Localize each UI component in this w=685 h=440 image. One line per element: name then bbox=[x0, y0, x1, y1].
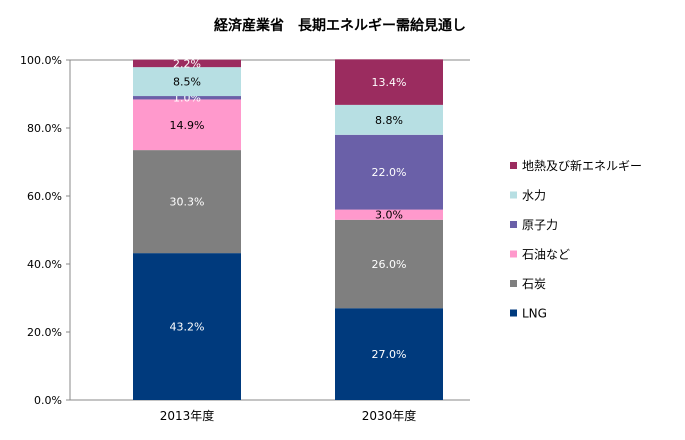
bar-segment bbox=[133, 150, 241, 254]
legend-label: 水力 bbox=[522, 189, 546, 203]
data-label: 43.2% bbox=[170, 321, 205, 334]
data-label: 14.9% bbox=[170, 119, 205, 132]
legend-label: 地熱及び新エネルギー bbox=[522, 158, 642, 173]
legend-label: 原子力 bbox=[522, 218, 558, 232]
y-tick-label: 80.0% bbox=[27, 122, 62, 135]
chart-title: 経済産業省 長期エネルギー需給見通し bbox=[214, 17, 466, 34]
bar-segment bbox=[133, 99, 241, 151]
x-tick-label: 2013年度 bbox=[160, 408, 215, 423]
y-tick-label: 60.0% bbox=[27, 190, 62, 203]
legend-label: LNG bbox=[522, 307, 547, 321]
data-label: 2.2% bbox=[173, 57, 201, 70]
bar-segment bbox=[335, 209, 443, 220]
bar-segment bbox=[335, 104, 443, 135]
data-label: 8.8% bbox=[375, 114, 403, 127]
data-label: 13.4% bbox=[372, 76, 407, 89]
data-label: 3.0% bbox=[375, 209, 403, 222]
legend-swatch bbox=[510, 162, 517, 169]
bar-segment bbox=[335, 59, 443, 105]
legend-swatch bbox=[510, 309, 517, 317]
legend-swatch bbox=[510, 191, 517, 199]
data-label: 30.3% bbox=[170, 196, 205, 209]
bar-segment bbox=[133, 67, 241, 97]
y-tick-label: 0.0% bbox=[34, 394, 62, 407]
bar-segment bbox=[335, 134, 443, 210]
legend-label: 石油など bbox=[522, 248, 570, 262]
bar-segment bbox=[133, 59, 241, 68]
x-tick-label: 2030年度 bbox=[362, 408, 417, 423]
legend-label: 石炭 bbox=[522, 277, 546, 291]
y-tick-label: 100.0% bbox=[20, 54, 62, 67]
data-label: 22.0% bbox=[372, 166, 407, 179]
bar-segment bbox=[133, 96, 241, 100]
legend-swatch bbox=[510, 250, 517, 258]
legend-swatch bbox=[510, 221, 517, 228]
data-label: 27.0% bbox=[372, 348, 407, 361]
bar-segment bbox=[335, 219, 443, 309]
y-tick-label: 20.0% bbox=[27, 326, 62, 339]
data-label: 8.5% bbox=[173, 76, 201, 89]
data-label: 26.0% bbox=[372, 258, 407, 271]
legend-swatch bbox=[510, 280, 517, 287]
bar-segment bbox=[133, 253, 241, 400]
bar-segment bbox=[335, 308, 443, 400]
y-tick-label: 40.0% bbox=[27, 258, 62, 271]
